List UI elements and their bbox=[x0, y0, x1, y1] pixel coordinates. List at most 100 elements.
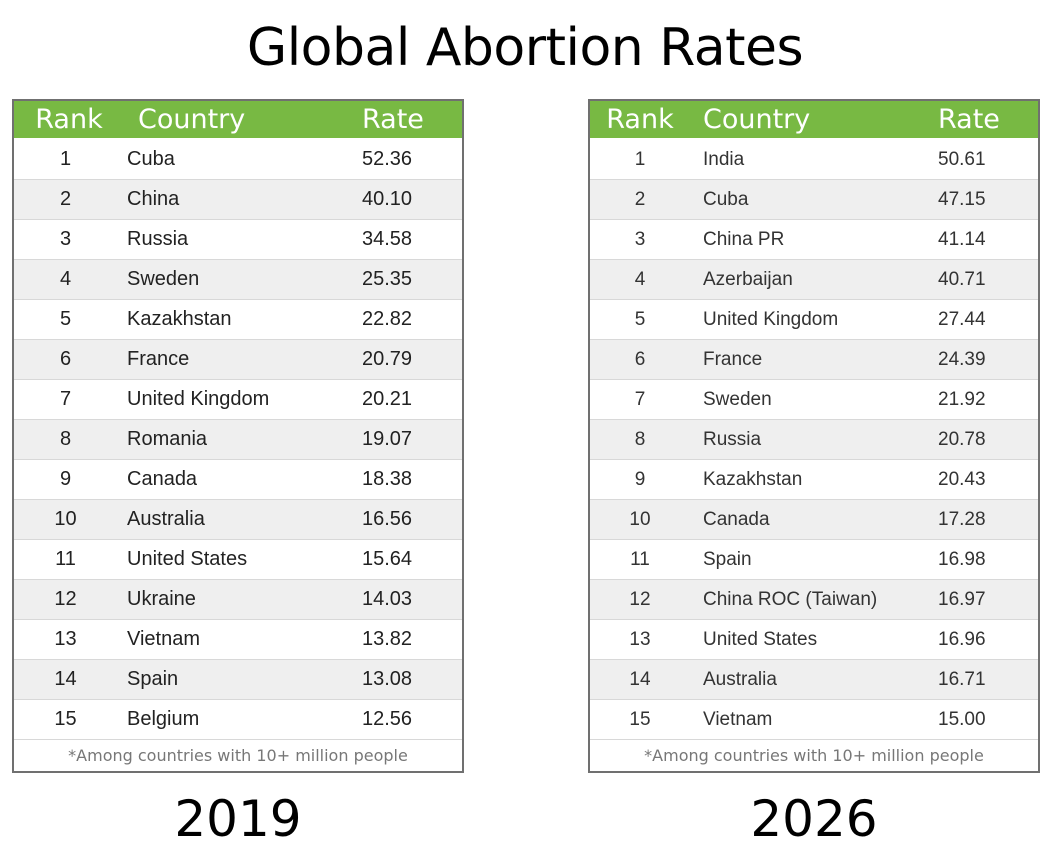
rank-cell: 3 bbox=[59, 228, 72, 250]
footnote: *Among countries with 10+ million people bbox=[68, 746, 408, 765]
table-row: 5 United Kingdom 27.44 bbox=[590, 300, 1038, 340]
rate-cell: 16.71 bbox=[938, 668, 986, 690]
table-row: 15 Vietnam 15.00 bbox=[590, 700, 1038, 740]
rank-cell: 13 bbox=[629, 628, 651, 650]
column-header-country: Country bbox=[138, 104, 246, 135]
country-cell: France bbox=[127, 348, 190, 370]
rate-cell: 12.56 bbox=[362, 708, 413, 730]
rank-cell: 15 bbox=[629, 708, 651, 730]
rank-cell: 6 bbox=[634, 348, 646, 370]
table-row: 15 Belgium 12.56 bbox=[14, 700, 462, 740]
rank-cell: 5 bbox=[634, 308, 646, 330]
country-cell: Kazakhstan bbox=[127, 308, 232, 330]
year-label-2019: 2019 bbox=[174, 790, 302, 848]
rate-cell: 21.92 bbox=[938, 388, 986, 410]
rank-cell: 15 bbox=[54, 708, 77, 730]
table-row: 8 Romania 19.07 bbox=[14, 420, 462, 460]
table-header: Rank Country Rate bbox=[590, 101, 1038, 140]
rank-cell: 6 bbox=[59, 348, 72, 370]
table-row: 8 Russia 20.78 bbox=[590, 420, 1038, 460]
rank-cell: 14 bbox=[629, 668, 651, 690]
table-2019: Rank Country Rate 1 Cuba 52.36 2 China 40.10 3… bbox=[12, 99, 464, 773]
table-row: 7 United Kingdom 20.21 bbox=[14, 380, 462, 420]
country-cell: China ROC (Taiwan) bbox=[703, 588, 878, 610]
rank-cell: 7 bbox=[634, 388, 646, 410]
footnote: *Among countries with 10+ million people bbox=[644, 746, 984, 765]
table-row: 12 Ukraine 14.03 bbox=[14, 580, 462, 620]
country-cell: France bbox=[703, 348, 763, 370]
table-row: 2 China 40.10 bbox=[14, 180, 462, 220]
rate-cell: 34.58 bbox=[362, 228, 413, 250]
country-cell: Romania bbox=[127, 428, 208, 450]
table-row: 1 Cuba 52.36 bbox=[14, 140, 462, 180]
table-row: 7 Sweden 21.92 bbox=[590, 380, 1038, 420]
rank-cell: 1 bbox=[634, 148, 646, 170]
column-header-country: Country bbox=[703, 104, 811, 135]
table-row: 3 China PR 41.14 bbox=[590, 220, 1038, 260]
table-row: 1 India 50.61 bbox=[590, 140, 1038, 180]
country-cell: Sweden bbox=[703, 388, 772, 410]
table-header: Rank Country Rate bbox=[14, 101, 462, 140]
country-cell: Sweden bbox=[127, 268, 200, 290]
country-cell: Belgium bbox=[127, 708, 200, 730]
rate-cell: 20.78 bbox=[938, 428, 986, 450]
table-body: 1 India 50.61 2 Cuba 47.15 3 China PR 41.14 4 Azer… bbox=[590, 140, 1038, 740]
rate-cell: 25.35 bbox=[362, 268, 413, 290]
rate-cell: 47.15 bbox=[938, 188, 986, 210]
table-row: 11 United States 15.64 bbox=[14, 540, 462, 580]
country-cell: Kazakhstan bbox=[703, 468, 803, 490]
country-cell: Spain bbox=[703, 548, 752, 570]
column-header-rank: Rank bbox=[35, 104, 103, 135]
country-cell: Canada bbox=[127, 468, 198, 490]
rank-cell: 2 bbox=[59, 188, 72, 210]
rate-cell: 20.79 bbox=[362, 348, 413, 370]
table-row: 10 Canada 17.28 bbox=[590, 500, 1038, 540]
table-body: 1 Cuba 52.36 2 China 40.10 3 Russia 34.58 4 Sweden… bbox=[14, 140, 462, 740]
rank-cell: 14 bbox=[54, 668, 77, 690]
rate-cell: 20.43 bbox=[938, 468, 986, 490]
country-cell: Azerbaijan bbox=[703, 268, 793, 290]
table-row: 12 China ROC (Taiwan) 16.97 bbox=[590, 580, 1038, 620]
rate-cell: 40.71 bbox=[938, 268, 986, 290]
table-row: 6 France 24.39 bbox=[590, 340, 1038, 380]
table-row: 3 Russia 34.58 bbox=[14, 220, 462, 260]
rate-cell: 16.96 bbox=[938, 628, 986, 650]
country-cell: United States bbox=[127, 548, 248, 570]
country-cell: Ukraine bbox=[127, 588, 196, 610]
rank-cell: 12 bbox=[54, 588, 77, 610]
country-cell: United States bbox=[703, 628, 818, 650]
rank-cell: 10 bbox=[54, 508, 77, 530]
rank-cell: 10 bbox=[629, 508, 651, 530]
rate-cell: 13.82 bbox=[362, 628, 413, 650]
rank-cell: 11 bbox=[630, 548, 650, 570]
country-cell: Spain bbox=[127, 668, 179, 690]
year-label-2026: 2026 bbox=[750, 790, 878, 848]
country-cell: Russia bbox=[127, 228, 189, 250]
column-header-rate: Rate bbox=[362, 104, 424, 135]
rank-cell: 7 bbox=[59, 388, 72, 410]
rate-cell: 22.82 bbox=[362, 308, 413, 330]
country-cell: Australia bbox=[703, 668, 777, 690]
table-2026: Rank Country Rate 1 India 50.61 2 Cuba 47.15 3… bbox=[588, 99, 1040, 773]
table-row: 9 Kazakhstan 20.43 bbox=[590, 460, 1038, 500]
rank-cell: 11 bbox=[55, 548, 76, 570]
table-row: 10 Australia 16.56 bbox=[14, 500, 462, 540]
column-header-rate: Rate bbox=[938, 104, 1000, 135]
table-row: 9 Canada 18.38 bbox=[14, 460, 462, 500]
country-cell: United Kingdom bbox=[127, 388, 270, 410]
rate-cell: 20.21 bbox=[362, 388, 413, 410]
rate-cell: 16.98 bbox=[938, 548, 986, 570]
rank-cell: 1 bbox=[59, 148, 72, 170]
rate-cell: 15.00 bbox=[938, 708, 986, 730]
rank-cell: 12 bbox=[629, 588, 651, 610]
rate-cell: 14.03 bbox=[362, 588, 413, 610]
table-row: 5 Kazakhstan 22.82 bbox=[14, 300, 462, 340]
country-cell: Russia bbox=[703, 428, 762, 450]
country-cell: Vietnam bbox=[703, 708, 773, 730]
country-cell: India bbox=[703, 148, 745, 170]
country-cell: United Kingdom bbox=[703, 308, 839, 330]
country-cell: China bbox=[127, 188, 180, 210]
rate-cell: 52.36 bbox=[362, 148, 413, 170]
rate-cell: 13.08 bbox=[362, 668, 413, 690]
rate-cell: 24.39 bbox=[938, 348, 986, 370]
